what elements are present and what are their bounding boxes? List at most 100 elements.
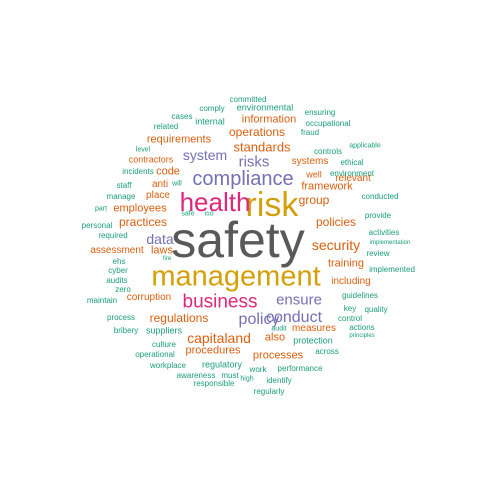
word-personal: personal (81, 221, 113, 230)
word-incidents: incidents (122, 167, 154, 176)
word-fire: fire (162, 256, 172, 262)
word-will: will (172, 180, 182, 188)
word-place: place (146, 190, 170, 201)
word-culture: culture (151, 340, 177, 349)
word-principles: principles (349, 333, 375, 339)
word-identify: identify (266, 376, 292, 385)
word-provide: provide (364, 211, 392, 220)
word-also: also (264, 331, 286, 344)
word-process: process (106, 313, 136, 322)
word-level: level (135, 146, 151, 154)
word-audits: audits (106, 276, 128, 285)
word-including: including (331, 276, 371, 287)
word-system: system (182, 147, 228, 163)
word-security: security (311, 237, 361, 253)
word-risk: risk (245, 186, 299, 224)
word-operational: operational (135, 350, 175, 359)
word-operations: operations (228, 125, 286, 139)
word-ethical: ethical (340, 158, 364, 167)
word-committed: committed (229, 95, 267, 104)
word-practices: practices (118, 215, 168, 229)
word-employees: employees (113, 202, 167, 215)
word-related: related (153, 122, 179, 131)
word-safe: safe (181, 210, 195, 218)
word-high: high (240, 375, 254, 383)
word-key: key (343, 304, 357, 313)
word-health: health (179, 187, 251, 217)
word-required: required (98, 231, 128, 240)
word-relevant: relevant (335, 173, 371, 184)
word-risks: risks (238, 153, 270, 171)
word-implemented: implemented (369, 265, 415, 274)
word-iso: iso (204, 210, 214, 218)
word-quality: quality (364, 305, 388, 314)
word-responsible: responsible (193, 379, 235, 388)
word-awareness: awareness (176, 371, 216, 380)
word-must: must (221, 371, 239, 380)
word-performance: performance (277, 364, 323, 373)
word-actions: actions (349, 323, 375, 332)
word-code: code (156, 165, 180, 178)
word-environment: environment (329, 169, 375, 178)
word-corruption: corruption (126, 292, 172, 303)
word-across: across (315, 347, 339, 356)
word-audit: audit (271, 325, 287, 333)
word-guidelines: guidelines (341, 291, 379, 300)
word-implementation: implementation (369, 240, 411, 246)
word-anti: anti (151, 179, 169, 190)
word-ensure: ensure (276, 291, 322, 309)
word-regulatory: regulatory (201, 359, 243, 370)
word-conducted: conducted (361, 192, 399, 201)
word-comply: comply (199, 104, 225, 113)
word-ehs: ehs (112, 257, 126, 266)
word-internal: internal (195, 116, 225, 127)
word-workplace: workplace (149, 361, 187, 370)
word-assessment: assessment (90, 245, 144, 256)
word-training: training (327, 257, 365, 270)
word-laws: laws (150, 244, 174, 257)
word-protection: protection (293, 335, 333, 346)
word-policy: policy (238, 311, 280, 328)
word-management: management (151, 260, 321, 293)
word-safety: safety (171, 212, 305, 268)
word-well: well (306, 169, 322, 180)
word-capitaland: capitaland (187, 330, 251, 346)
word-maintain: maintain (86, 296, 118, 305)
word-ensuring: ensuring (304, 108, 336, 117)
word-review: review (366, 249, 390, 258)
word-compliance: compliance (192, 168, 294, 190)
word-environmental: environmental (236, 102, 294, 113)
word-framework: framework (301, 180, 353, 193)
word-fraud: fraud (300, 128, 320, 137)
word-cases: cases (171, 112, 193, 121)
word-controls: controls (313, 147, 343, 156)
word-manage: manage (106, 192, 136, 201)
word-bribery: bribery (113, 326, 139, 335)
word-conduct: conduct (265, 309, 323, 326)
word-procedures: procedures (185, 344, 241, 357)
word-part: part (94, 205, 108, 213)
word-contractors: contractors (128, 154, 174, 165)
word-occupational: occupational (305, 119, 351, 128)
word-regulations: regulations (149, 311, 209, 325)
word-requirements: requirements (146, 133, 212, 146)
word-regularly: regularly (253, 387, 285, 396)
word-business: business (182, 291, 258, 313)
word-zero: zero (115, 285, 131, 294)
word-standards: standards (233, 139, 291, 155)
word-data: data (146, 231, 174, 247)
word-processes: processes (252, 349, 304, 362)
word-systems: systems (291, 156, 329, 167)
word-suppliers: suppliers (145, 325, 183, 336)
word-staff: staff (116, 181, 132, 190)
word-cyber: cyber (108, 266, 128, 275)
word-activities: activities (368, 228, 400, 237)
word-measures: measures (292, 323, 336, 334)
word-information: information (241, 113, 297, 126)
word-work: work (249, 365, 267, 374)
word-group: group (298, 193, 330, 207)
word-policies: policies (315, 215, 357, 229)
word-applicable: applicable (349, 142, 381, 150)
word-control: control (337, 314, 363, 323)
